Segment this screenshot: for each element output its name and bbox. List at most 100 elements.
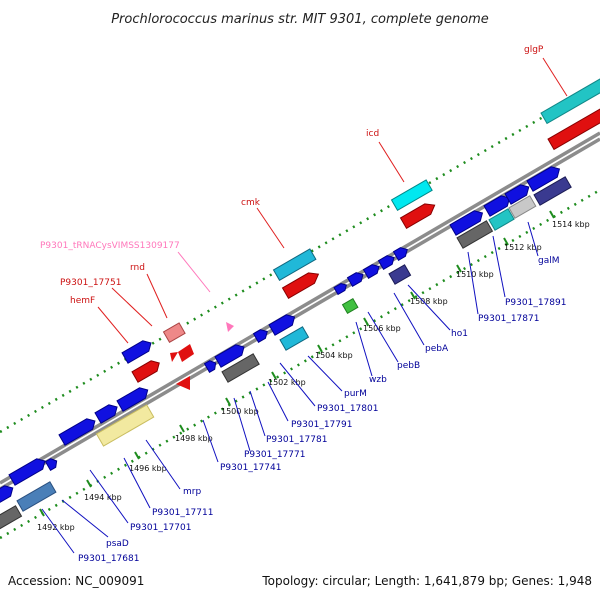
- gene-mrp-b[interactable]: [116, 385, 151, 412]
- label-P9301-17871[interactable]: P9301_17871: [478, 314, 539, 324]
- gene-P9301-17681-gray[interactable]: [0, 505, 23, 530]
- gene-psaD[interactable]: [8, 456, 48, 486]
- label-purM[interactable]: purM: [344, 389, 367, 399]
- gene-icd-cyan[interactable]: [390, 179, 433, 212]
- gene-wzb[interactable]: [333, 282, 348, 296]
- tick-label: 1510 kbp: [456, 270, 494, 279]
- tick-1500: 1500 kbp: [221, 397, 259, 416]
- label-P9301-17771[interactable]: P9301_17771: [244, 450, 305, 460]
- label-P9301-17781[interactable]: P9301_17781: [266, 435, 327, 445]
- tick-1498: 1498 kbp: [175, 424, 213, 443]
- label-cmk[interactable]: cmk: [241, 198, 261, 208]
- tick-1502: 1502 kbp: [268, 371, 306, 387]
- label-pebB[interactable]: pebB: [397, 361, 420, 371]
- tick-1508: 1508 kbp: [410, 291, 448, 306]
- gene-rnd[interactable]: [162, 322, 186, 344]
- label-icd[interactable]: icd: [366, 129, 379, 139]
- gene-P9301-17701[interactable]: [58, 416, 98, 446]
- gene-purM-small[interactable]: [252, 327, 270, 344]
- gene-P9301-17751-b[interactable]: [178, 344, 194, 362]
- topology-text: Topology: circular; Length: 1,641,879 bp…: [261, 574, 592, 588]
- label-psaD[interactable]: psaD: [106, 539, 129, 549]
- gene-P9301-17881[interactable]: [483, 193, 513, 217]
- gene-P9301-17781[interactable]: [214, 342, 247, 368]
- gene-galM-b[interactable]: [526, 164, 562, 192]
- label-hemF[interactable]: hemF: [70, 296, 95, 306]
- label-rnd[interactable]: rnd: [130, 263, 145, 273]
- tick-label: 1512 kbp: [504, 243, 542, 252]
- tick-label: 1506 kbp: [363, 324, 401, 333]
- reverse-label-leaders: [97, 57, 568, 344]
- tick-1504: 1504 kbp: [315, 344, 353, 360]
- gene-P9301-17791-gray[interactable]: [221, 353, 260, 383]
- gene-P9301-17871[interactable]: [449, 208, 485, 236]
- gene-wzb-green[interactable]: [341, 297, 359, 315]
- gene-purM[interactable]: [268, 312, 298, 336]
- label-P9301-17891[interactable]: P9301_17891: [505, 298, 566, 308]
- gene-light-17891[interactable]: [508, 195, 537, 219]
- gene-hemF-red[interactable]: [131, 358, 162, 383]
- forward-gene-labels: P9301_17681 psaD P9301_17701 P9301_17711…: [78, 256, 566, 564]
- gene-cmk-cyan[interactable]: [272, 248, 317, 282]
- gene-pebB-b[interactable]: [362, 262, 382, 280]
- backbone-upper: [0, 131, 600, 485]
- tick-label: 1504 kbp: [315, 351, 353, 360]
- reverse-gene-labels: glgP icd cmk P9301_tRNACysVIMSS1309177 r…: [40, 45, 544, 306]
- gene-trna-marker[interactable]: [226, 322, 234, 332]
- label-P9301-17681[interactable]: P9301_17681: [78, 554, 139, 564]
- gene-P9301-17711[interactable]: [95, 404, 155, 447]
- tick-1496: 1496 kbp: [129, 451, 167, 473]
- gene-navy-galM[interactable]: [533, 176, 572, 206]
- gene-galM-a[interactable]: [504, 182, 532, 205]
- label-P9301-17801[interactable]: P9301_17801: [317, 404, 378, 414]
- gene-ho1-blue[interactable]: [392, 245, 410, 262]
- gene-teal-17891[interactable]: [488, 208, 515, 231]
- gene-icd-red[interactable]: [399, 200, 438, 230]
- gene-glgP-red[interactable]: [547, 107, 600, 151]
- tick-1506: 1506 kbp: [363, 317, 401, 333]
- gene-ho1-navy[interactable]: [388, 264, 412, 285]
- accession-text: Accession: NC_009091: [8, 574, 144, 588]
- gene-psaD-steel[interactable]: [16, 481, 57, 512]
- gene-purM-cyan[interactable]: [279, 326, 310, 351]
- gene-pebB-a[interactable]: [346, 270, 366, 288]
- gene-P9301-17701-small[interactable]: [44, 457, 60, 472]
- label-wzb[interactable]: wzb: [369, 375, 387, 385]
- label-P9301-17711[interactable]: P9301_17711: [152, 508, 213, 518]
- gene-hemF-blue[interactable]: [121, 338, 154, 364]
- label-P9301-17751[interactable]: P9301_17751: [60, 278, 121, 288]
- reverse-strand-genes: [121, 77, 600, 390]
- map-title: Prochlorococcus marinus str. MIT 9301, c…: [111, 12, 489, 27]
- gene-glgP[interactable]: [540, 77, 600, 125]
- gene-P9301-17751-a[interactable]: [170, 352, 178, 362]
- tick-label: 1514 kbp: [552, 220, 590, 229]
- gene-gray-17891[interactable]: [456, 220, 494, 249]
- gene-P9301-17771-small[interactable]: [203, 359, 219, 374]
- label-P9301-17791[interactable]: P9301_17791: [291, 420, 352, 430]
- label-glgP[interactable]: glgP: [524, 45, 544, 55]
- tick-label: 1498 kbp: [175, 434, 213, 443]
- tick-label: 1508 kbp: [410, 297, 448, 306]
- tick-1494: 1494 kbp: [84, 479, 122, 502]
- label-P9301-17741[interactable]: P9301_17741: [220, 463, 281, 473]
- tick-label: 1500 kbp: [221, 407, 259, 416]
- tick-label: 1496 kbp: [129, 464, 167, 473]
- strand-guide-dots: [0, 82, 600, 540]
- forward-strand-genes: [0, 164, 572, 530]
- gene-cmk-red[interactable]: [281, 269, 322, 300]
- label-galM[interactable]: galM: [538, 256, 560, 266]
- tick-label: 1494 kbp: [84, 493, 122, 502]
- label-mrp[interactable]: mrp: [183, 487, 201, 497]
- gene-red-small[interactable]: [176, 376, 190, 390]
- tick-1512: 1512 kbp: [503, 237, 542, 252]
- label-P9301-17701[interactable]: P9301_17701: [130, 523, 191, 533]
- gene-pebA[interactable]: [377, 253, 397, 271]
- gene-P9301-17681[interactable]: [0, 483, 16, 506]
- label-trna-cys[interactable]: P9301_tRNACysVIMSS1309177: [40, 241, 180, 251]
- tick-1510: 1510 kbp: [456, 264, 494, 279]
- label-pebA[interactable]: pebA: [425, 344, 449, 354]
- gene-mrp[interactable]: [94, 402, 120, 424]
- label-ho1[interactable]: ho1: [451, 329, 468, 339]
